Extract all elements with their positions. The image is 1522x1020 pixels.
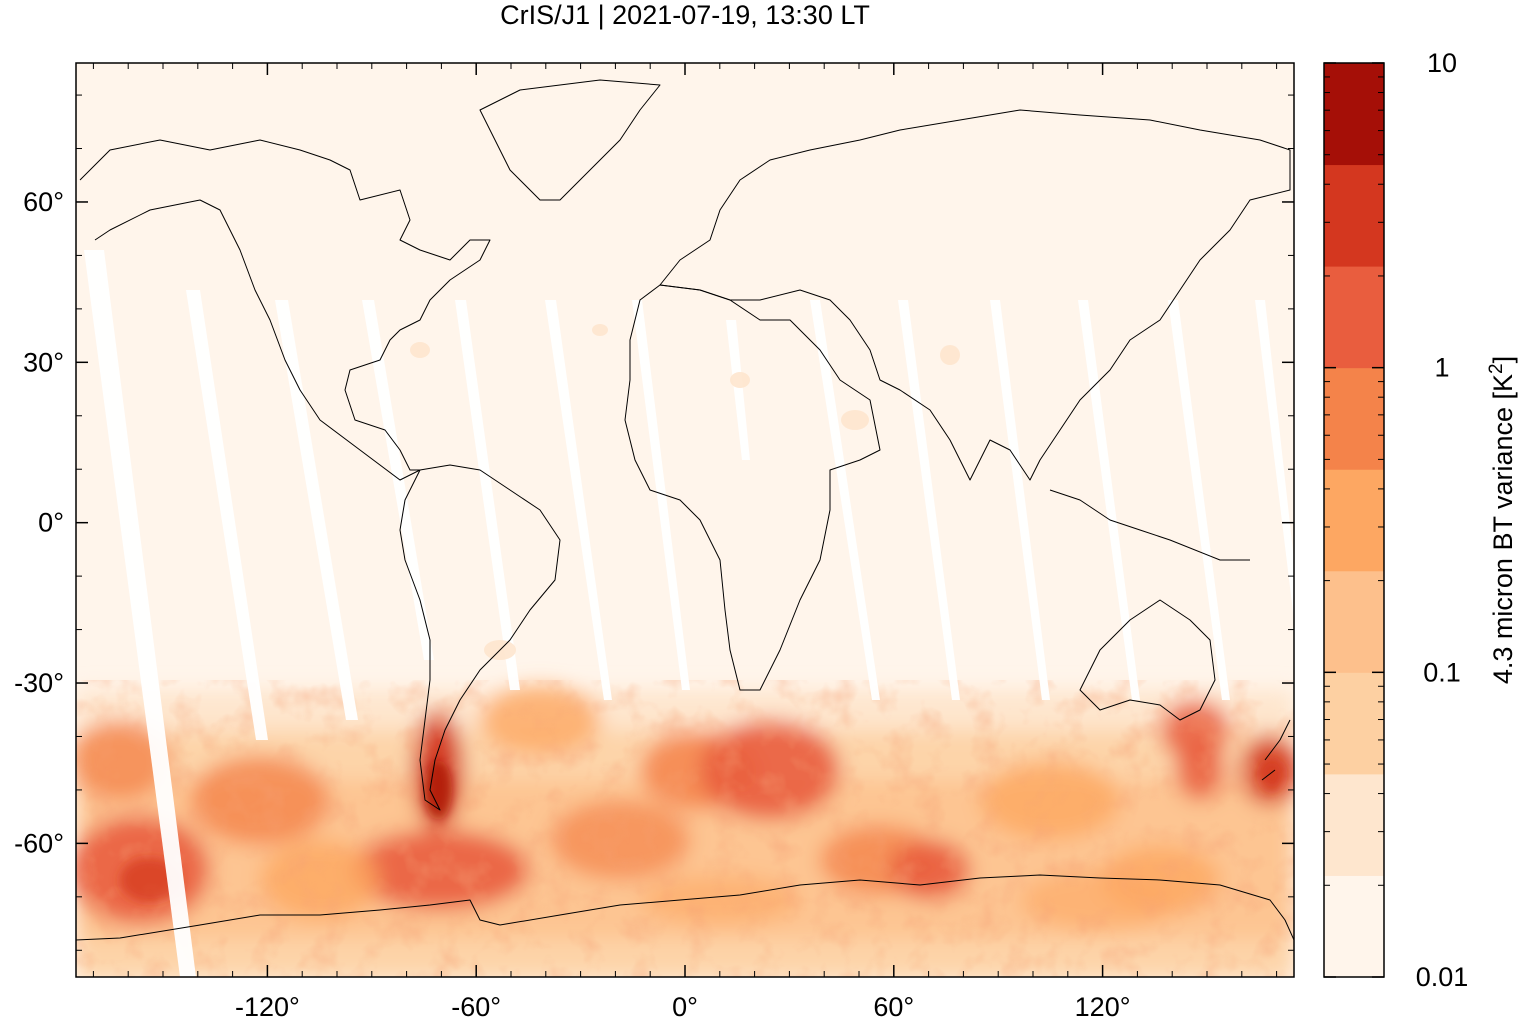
colorbar-swatch (1324, 469, 1384, 572)
colorbar-tick-label: 1 (1434, 353, 1449, 383)
y-tick-label: -30° (14, 668, 64, 698)
x-tick-label: -120° (235, 992, 300, 1020)
colorbar-swatch (1324, 367, 1384, 470)
x-tick-label: 60° (873, 992, 914, 1020)
colorbar-tick-label: 0.1 (1423, 657, 1461, 687)
chart-title: CrIS/J1 | 2021-07-19, 13:30 LT (500, 0, 870, 30)
colorbar-tick-label: 10 (1427, 48, 1457, 78)
x-tick-label: 120° (1075, 992, 1131, 1020)
colorbar-swatch (1324, 875, 1384, 978)
y-tick-label: 60° (23, 187, 64, 217)
colorbar-label: 4.3 micron BT variance [K2] (1486, 356, 1518, 684)
colorbar: 10 1 0.1 0.01 (1323, 48, 1469, 992)
colorbar-swatch (1324, 63, 1384, 166)
colorbar-swatch (1324, 570, 1384, 673)
colorbar-frame (1323, 62, 1385, 978)
colorbar-swatch (1324, 672, 1384, 775)
colorbar-swatch (1324, 773, 1384, 876)
x-tick-label: 0° (672, 992, 698, 1020)
map-area (76, 63, 1294, 977)
colorbar-swatch (1324, 164, 1384, 267)
x-axis: -120° -60° 0° 60° 120° (92, 63, 1278, 1020)
colorbar-tick-label: 0.01 (1416, 962, 1469, 992)
swath-gaps (84, 250, 1294, 977)
y-axis: 60° 30° 0° -30° -60° (14, 94, 1294, 951)
x-tick-label: -60° (451, 992, 501, 1020)
colorbar-swatch (1324, 266, 1384, 369)
y-tick-label: 30° (23, 347, 64, 377)
coastlines (76, 79, 1294, 941)
y-tick-label: -60° (14, 828, 64, 858)
y-tick-label: 0° (38, 508, 64, 538)
